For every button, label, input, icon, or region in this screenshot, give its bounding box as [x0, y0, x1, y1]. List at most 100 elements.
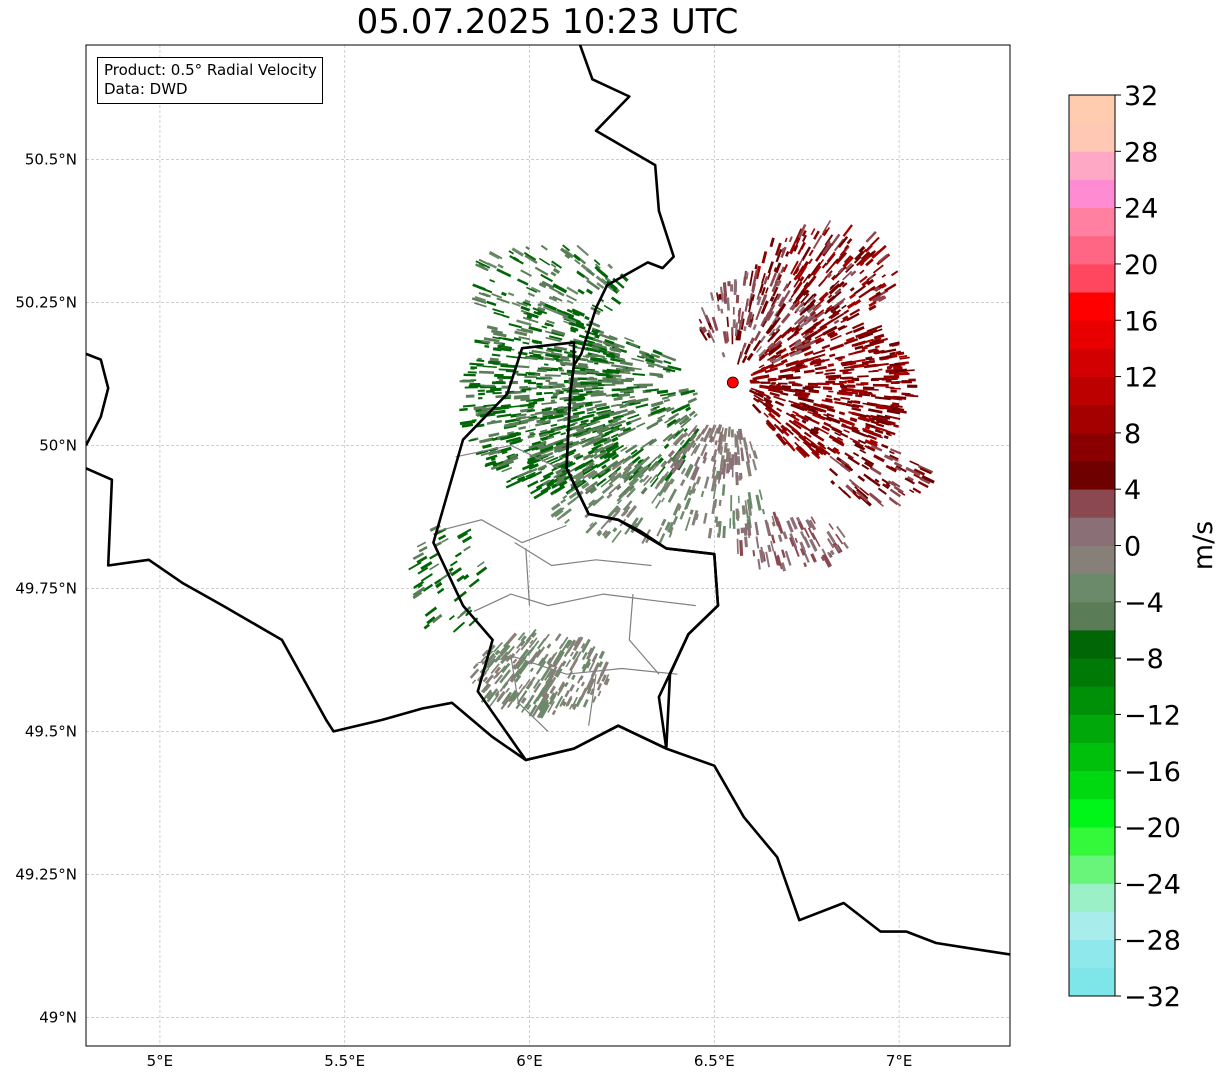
velocity-echo	[885, 420, 896, 426]
velocity-echo	[561, 469, 567, 474]
velocity-echo	[486, 419, 502, 425]
velocity-echo	[829, 455, 843, 467]
x-tick-label: 5.5°E	[324, 1052, 365, 1070]
velocity-echo	[627, 409, 635, 414]
velocity-echo	[650, 406, 667, 416]
velocity-echo	[866, 475, 881, 487]
velocity-echo	[607, 375, 613, 379]
velocity-echo	[536, 369, 547, 373]
velocity-echo	[753, 330, 762, 342]
data-source-label: Data: DWD	[104, 80, 188, 98]
velocity-echo	[777, 435, 787, 446]
velocity-echo	[468, 438, 477, 442]
y-tick-label: 50.25°N	[15, 293, 77, 311]
velocity-echo	[585, 650, 593, 661]
velocity-echo	[751, 294, 755, 302]
velocity-echo	[755, 536, 760, 549]
velocity-echo	[849, 417, 858, 423]
colorbar-segment	[1069, 432, 1115, 462]
velocity-echo	[817, 324, 828, 333]
velocity-echo	[552, 394, 558, 397]
velocity-echo	[726, 297, 730, 311]
velocity-echo	[851, 340, 866, 348]
velocity-echo	[829, 425, 840, 432]
velocity-echo	[746, 352, 754, 362]
colorbar-segment	[1069, 151, 1115, 180]
velocity-echo	[519, 640, 526, 647]
velocity-echo	[587, 447, 599, 456]
velocity-echo	[484, 461, 497, 468]
velocity-echo	[606, 460, 619, 470]
velocity-echo	[781, 549, 786, 558]
velocity-echo	[669, 458, 678, 469]
velocity-echo	[616, 499, 623, 505]
velocity-echo	[700, 306, 706, 316]
velocity-echo	[889, 450, 895, 455]
velocity-echo	[737, 495, 740, 504]
velocity-echo	[762, 320, 767, 328]
velocity-echo	[437, 534, 447, 541]
velocity-echo	[645, 358, 656, 364]
velocity-echo	[602, 369, 612, 374]
velocity-echo	[887, 480, 897, 487]
velocity-echo	[687, 397, 698, 404]
velocity-echo	[782, 283, 789, 292]
velocity-echo	[800, 415, 810, 422]
velocity-echo	[579, 437, 595, 445]
velocity-echo	[548, 335, 563, 341]
velocity-echo	[652, 349, 663, 356]
velocity-echo	[821, 425, 831, 432]
velocity-echo	[789, 349, 803, 358]
velocity-echo	[865, 258, 874, 267]
velocity-echo	[812, 349, 826, 356]
velocity-echo	[856, 491, 869, 503]
velocity-echo	[531, 704, 541, 718]
velocity-echo	[506, 673, 515, 684]
velocity-echo	[561, 508, 572, 517]
velocity-echo	[528, 401, 538, 405]
velocity-echo	[674, 430, 681, 437]
velocity-echo	[819, 244, 828, 256]
velocity-echo	[807, 382, 819, 387]
velocity-echo	[579, 675, 584, 681]
velocity-echo	[867, 388, 879, 391]
velocity-echo	[550, 423, 558, 427]
velocity-echo	[541, 689, 549, 698]
velocity-echo	[788, 400, 801, 406]
velocity-echo	[765, 304, 775, 320]
velocity-echo	[562, 316, 577, 323]
velocity-echo	[843, 338, 859, 345]
colorbar-segment	[1069, 827, 1115, 856]
velocity-echo	[885, 379, 892, 383]
colorbar-tick-label: 16	[1124, 306, 1158, 337]
velocity-echo	[745, 450, 751, 464]
velocity-echo	[680, 467, 686, 475]
velocity-echo	[621, 473, 628, 480]
velocity-echo	[679, 439, 685, 446]
velocity-echo	[826, 272, 832, 279]
velocity-echo	[851, 425, 859, 430]
velocity-echo	[842, 315, 849, 321]
velocity-echo	[891, 402, 900, 407]
velocity-echo	[770, 534, 776, 544]
velocity-echo	[836, 525, 846, 538]
velocity-echo	[794, 301, 800, 308]
velocity-echo	[672, 429, 681, 438]
velocity-echo	[785, 376, 801, 380]
velocity-echo	[493, 410, 499, 414]
velocity-echo	[507, 292, 515, 297]
velocity-echo	[822, 386, 833, 391]
velocity-echo	[808, 258, 813, 265]
velocity-echo	[586, 662, 591, 669]
velocity-echo	[841, 363, 852, 367]
velocity-echo	[596, 268, 609, 279]
velocity-echo	[514, 674, 522, 683]
velocity-echo	[488, 360, 500, 365]
velocity-echo	[540, 667, 551, 682]
velocity-echo	[556, 383, 565, 386]
velocity-echo	[803, 527, 811, 539]
velocity-echo	[839, 368, 855, 372]
velocity-echo	[769, 361, 785, 370]
velocity-echo	[735, 322, 738, 335]
